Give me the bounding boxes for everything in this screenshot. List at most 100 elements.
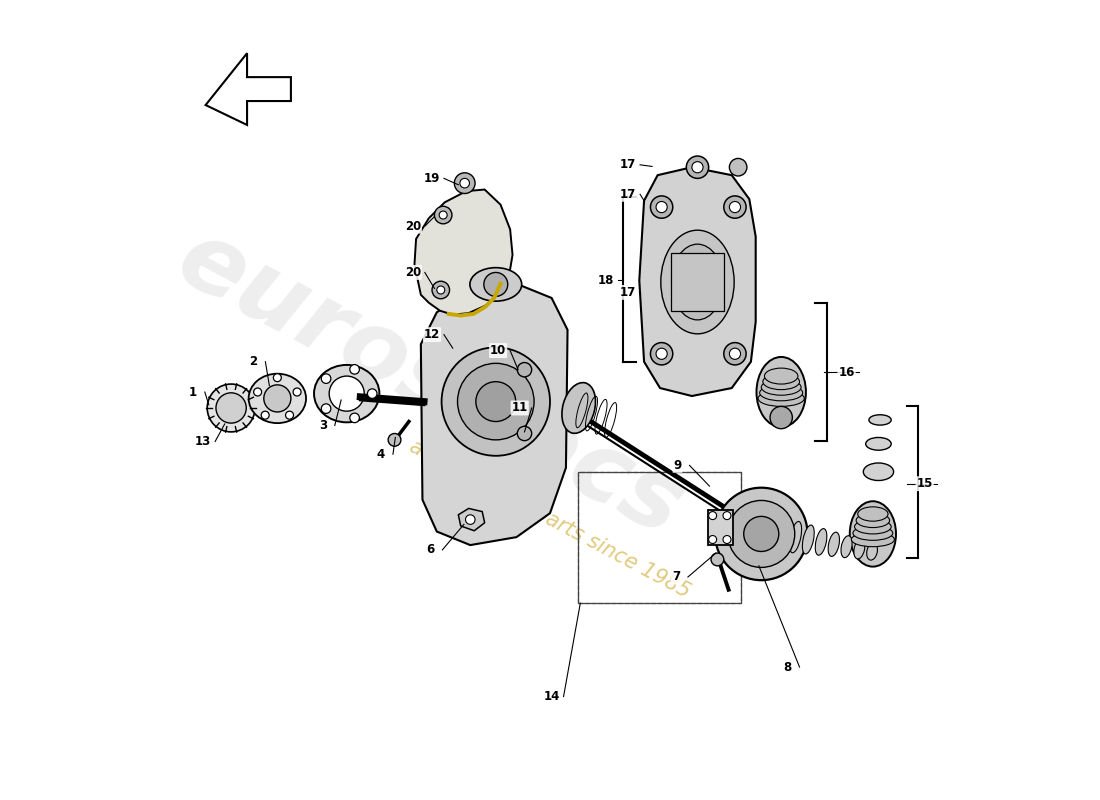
Ellipse shape bbox=[815, 529, 827, 555]
Circle shape bbox=[458, 363, 535, 440]
Text: 19: 19 bbox=[424, 172, 440, 185]
Text: 14: 14 bbox=[543, 690, 560, 703]
Circle shape bbox=[723, 535, 732, 543]
Text: 12: 12 bbox=[424, 328, 440, 341]
Circle shape bbox=[434, 206, 452, 224]
Ellipse shape bbox=[855, 519, 891, 534]
Text: 8: 8 bbox=[783, 661, 792, 674]
Text: 17: 17 bbox=[620, 158, 636, 171]
Text: 7: 7 bbox=[672, 570, 680, 583]
Circle shape bbox=[321, 374, 331, 383]
Circle shape bbox=[728, 501, 794, 567]
Circle shape bbox=[350, 365, 360, 374]
Text: 6: 6 bbox=[427, 543, 434, 556]
Circle shape bbox=[321, 404, 331, 414]
Ellipse shape bbox=[758, 390, 804, 406]
Circle shape bbox=[286, 411, 294, 419]
Circle shape bbox=[724, 196, 746, 218]
Circle shape bbox=[650, 196, 673, 218]
Circle shape bbox=[432, 282, 450, 298]
Ellipse shape bbox=[672, 244, 724, 320]
Text: 11: 11 bbox=[512, 402, 528, 414]
Circle shape bbox=[437, 286, 444, 294]
Circle shape bbox=[517, 362, 531, 377]
Circle shape bbox=[367, 389, 377, 398]
Circle shape bbox=[656, 202, 668, 213]
Ellipse shape bbox=[314, 365, 380, 422]
Circle shape bbox=[350, 413, 360, 422]
Circle shape bbox=[711, 553, 724, 566]
Ellipse shape bbox=[562, 382, 595, 434]
Text: 17: 17 bbox=[620, 188, 636, 201]
Text: 20: 20 bbox=[405, 266, 421, 279]
Circle shape bbox=[388, 434, 400, 446]
Ellipse shape bbox=[852, 526, 893, 540]
Circle shape bbox=[465, 515, 475, 524]
Ellipse shape bbox=[802, 525, 814, 554]
Ellipse shape bbox=[790, 522, 802, 553]
Circle shape bbox=[441, 347, 550, 456]
Circle shape bbox=[729, 202, 740, 213]
Text: 17: 17 bbox=[620, 286, 636, 299]
Text: 15: 15 bbox=[916, 478, 933, 490]
Bar bbox=[671, 254, 724, 310]
Text: 2: 2 bbox=[250, 355, 257, 368]
Circle shape bbox=[686, 156, 708, 178]
Circle shape bbox=[264, 385, 290, 412]
Text: 4: 4 bbox=[377, 448, 385, 461]
Ellipse shape bbox=[867, 543, 878, 560]
Circle shape bbox=[723, 512, 732, 519]
Circle shape bbox=[729, 158, 747, 176]
Polygon shape bbox=[639, 167, 756, 396]
Circle shape bbox=[329, 376, 364, 411]
Circle shape bbox=[708, 512, 716, 519]
Text: 18: 18 bbox=[597, 274, 614, 287]
Text: 13: 13 bbox=[195, 435, 211, 448]
Circle shape bbox=[274, 374, 282, 382]
Circle shape bbox=[439, 211, 448, 219]
Polygon shape bbox=[206, 54, 290, 125]
Circle shape bbox=[650, 342, 673, 365]
Ellipse shape bbox=[764, 368, 798, 384]
Polygon shape bbox=[459, 509, 485, 530]
Ellipse shape bbox=[470, 268, 521, 301]
Ellipse shape bbox=[842, 536, 852, 558]
Ellipse shape bbox=[661, 230, 734, 334]
Text: 3: 3 bbox=[319, 419, 327, 432]
Text: 9: 9 bbox=[673, 459, 682, 472]
Ellipse shape bbox=[858, 507, 888, 521]
Circle shape bbox=[293, 388, 301, 396]
Text: 20: 20 bbox=[405, 220, 421, 233]
Ellipse shape bbox=[249, 374, 306, 423]
Circle shape bbox=[715, 488, 807, 580]
Bar bbox=[708, 510, 734, 545]
Polygon shape bbox=[415, 190, 513, 314]
Ellipse shape bbox=[869, 414, 891, 425]
Circle shape bbox=[460, 178, 470, 188]
Circle shape bbox=[254, 388, 262, 396]
Text: 16: 16 bbox=[838, 366, 855, 378]
Text: eurospecs: eurospecs bbox=[162, 212, 700, 556]
Ellipse shape bbox=[761, 379, 801, 395]
Ellipse shape bbox=[856, 514, 890, 527]
Circle shape bbox=[770, 406, 792, 429]
Circle shape bbox=[207, 384, 255, 432]
Ellipse shape bbox=[763, 374, 800, 390]
Circle shape bbox=[692, 162, 703, 173]
Text: 10: 10 bbox=[491, 344, 506, 357]
Ellipse shape bbox=[854, 539, 865, 559]
Text: 1: 1 bbox=[189, 386, 197, 398]
Circle shape bbox=[656, 348, 668, 359]
Ellipse shape bbox=[828, 532, 839, 557]
Circle shape bbox=[216, 393, 246, 423]
Ellipse shape bbox=[851, 532, 894, 546]
Ellipse shape bbox=[850, 502, 896, 566]
Circle shape bbox=[484, 273, 508, 296]
Circle shape bbox=[517, 426, 531, 441]
Ellipse shape bbox=[760, 385, 803, 401]
Ellipse shape bbox=[864, 463, 893, 481]
Bar bbox=[578, 472, 741, 603]
Circle shape bbox=[454, 173, 475, 194]
Ellipse shape bbox=[866, 438, 891, 450]
Bar bbox=[578, 472, 741, 603]
